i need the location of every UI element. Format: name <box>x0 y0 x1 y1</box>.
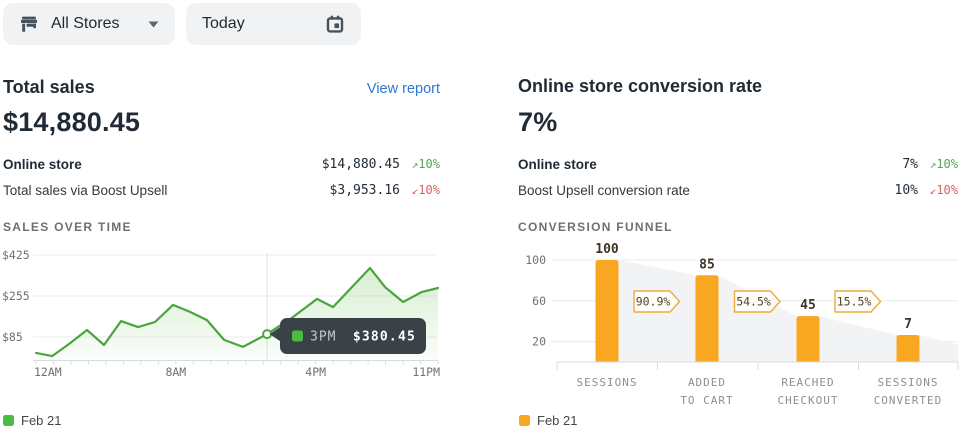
y-axis-tick: $255 <box>2 289 30 303</box>
conversion-rate-value: 7% <box>518 107 558 137</box>
svg-text:90.9%: 90.9% <box>636 295 671 309</box>
tooltip-series-swatch <box>292 330 303 342</box>
metric-label: Online store <box>518 156 597 172</box>
date-range-label: Today <box>202 15 245 32</box>
store-selector-label: All Stores <box>51 15 120 32</box>
storefront-icon <box>19 14 39 34</box>
legend-swatch-green <box>3 415 14 426</box>
sales-over-time-heading: SALES OVER TIME <box>3 220 132 234</box>
legend-label: Feb 21 <box>21 413 62 428</box>
date-range-button[interactable]: Today <box>186 3 361 45</box>
calendar-icon <box>325 14 345 34</box>
trend-up-icon: ↗ <box>411 158 419 171</box>
trend-up-icon: ↗ <box>929 158 937 171</box>
metric-row: Boost Upsell conversion rate 10% ↙10% <box>518 177 958 203</box>
metric-row: Online store 7% ↗10% <box>518 151 958 177</box>
x-axis-tick: 8AM <box>165 365 186 379</box>
y-axis-tick: 60 <box>532 294 546 308</box>
funnel-bar <box>896 335 920 362</box>
metric-value: $14,880.45 <box>321 156 400 172</box>
y-axis-tick: $85 <box>2 330 23 344</box>
y-axis-tick: 100 <box>525 253 546 267</box>
store-selector-button[interactable]: All Stores <box>3 3 175 45</box>
x-axis-tick: 12AM <box>34 365 62 379</box>
metric-value: 10% <box>894 182 918 198</box>
conversion-funnel-heading: CONVERSION FUNNEL <box>518 220 673 234</box>
conversion-funnel-chart[interactable]: 100 60 20 100 SESSIONS 85 ADDED TO CART 45 REACHE… <box>510 238 960 410</box>
bar-value-label: 85 <box>699 257 715 272</box>
metric-value: 7% <box>902 156 918 172</box>
bar-value-label: 7 <box>904 317 912 332</box>
funnel-background-shape <box>595 260 958 362</box>
trend-down-icon: ↙ <box>411 184 419 197</box>
funnel-bar <box>695 275 719 362</box>
y-axis-tick: $425 <box>2 248 30 262</box>
total-sales-title: Total sales <box>3 77 95 97</box>
metric-row: Online store $14,880.45 ↗10% <box>3 151 440 177</box>
conversion-rate-title: Online store conversion rate <box>518 76 763 96</box>
x-axis-category-label: SESSIONS <box>577 376 638 389</box>
svg-text:54.5%: 54.5% <box>736 295 771 309</box>
metric-label: Boost Upsell conversion rate <box>518 182 690 198</box>
chart-tooltip: 3PM $380.45 <box>269 318 426 354</box>
delta-badge: ↗10% <box>411 157 440 171</box>
legend-label: Feb 21 <box>537 413 578 428</box>
x-axis-category-label: CHECKOUT <box>778 394 839 407</box>
funnel-bar <box>595 260 619 362</box>
x-axis-category-label: TO CART <box>680 394 733 407</box>
sales-line <box>34 266 440 358</box>
y-axis-tick: 20 <box>532 335 546 349</box>
funnel-bar <box>796 316 820 362</box>
metric-row: Total sales via Boost Upsell $3,953.16 ↙… <box>3 177 440 203</box>
bar-value-label: 100 <box>595 242 619 257</box>
funnel-legend: Feb 21 <box>519 413 577 428</box>
chevron-down-icon <box>148 21 159 28</box>
metric-value: $3,953.16 <box>329 182 400 198</box>
metric-label: Online store <box>3 156 82 172</box>
drop-rate-badge: 15.5% <box>834 290 882 313</box>
legend-swatch-orange <box>519 415 530 426</box>
sales-line-chart[interactable]: $425 $255 $85 12AM 8AM 4PM 11PM 3PM $380.45 <box>0 238 445 388</box>
x-axis-category-label: ADDED <box>688 376 726 389</box>
drop-rate-badge: 90.9% <box>633 290 681 313</box>
view-report-link[interactable]: View report <box>366 81 440 97</box>
tooltip-time: 3PM <box>310 330 336 345</box>
x-axis-category-label: CONVERTED <box>874 394 943 407</box>
tooltip-value: $380.45 <box>353 330 416 345</box>
x-axis-tick: 11PM <box>412 365 440 379</box>
total-sales-value: $14,880.45 <box>3 107 141 137</box>
metric-label: Total sales via Boost Upsell <box>3 182 168 198</box>
svg-text:15.5%: 15.5% <box>837 295 872 309</box>
x-axis-tick: 4PM <box>305 365 326 379</box>
delta-badge: ↙10% <box>411 183 440 197</box>
delta-badge: ↗10% <box>929 157 958 171</box>
x-axis-category-label: REACHED <box>781 376 834 389</box>
trend-down-icon: ↙ <box>929 184 937 197</box>
delta-badge: ↙10% <box>929 183 958 197</box>
sales-legend: Feb 21 <box>3 413 61 428</box>
drop-rate-badge: 54.5% <box>733 290 781 313</box>
x-axis-category-label: SESSIONS <box>878 376 939 389</box>
bar-value-label: 45 <box>800 298 816 313</box>
